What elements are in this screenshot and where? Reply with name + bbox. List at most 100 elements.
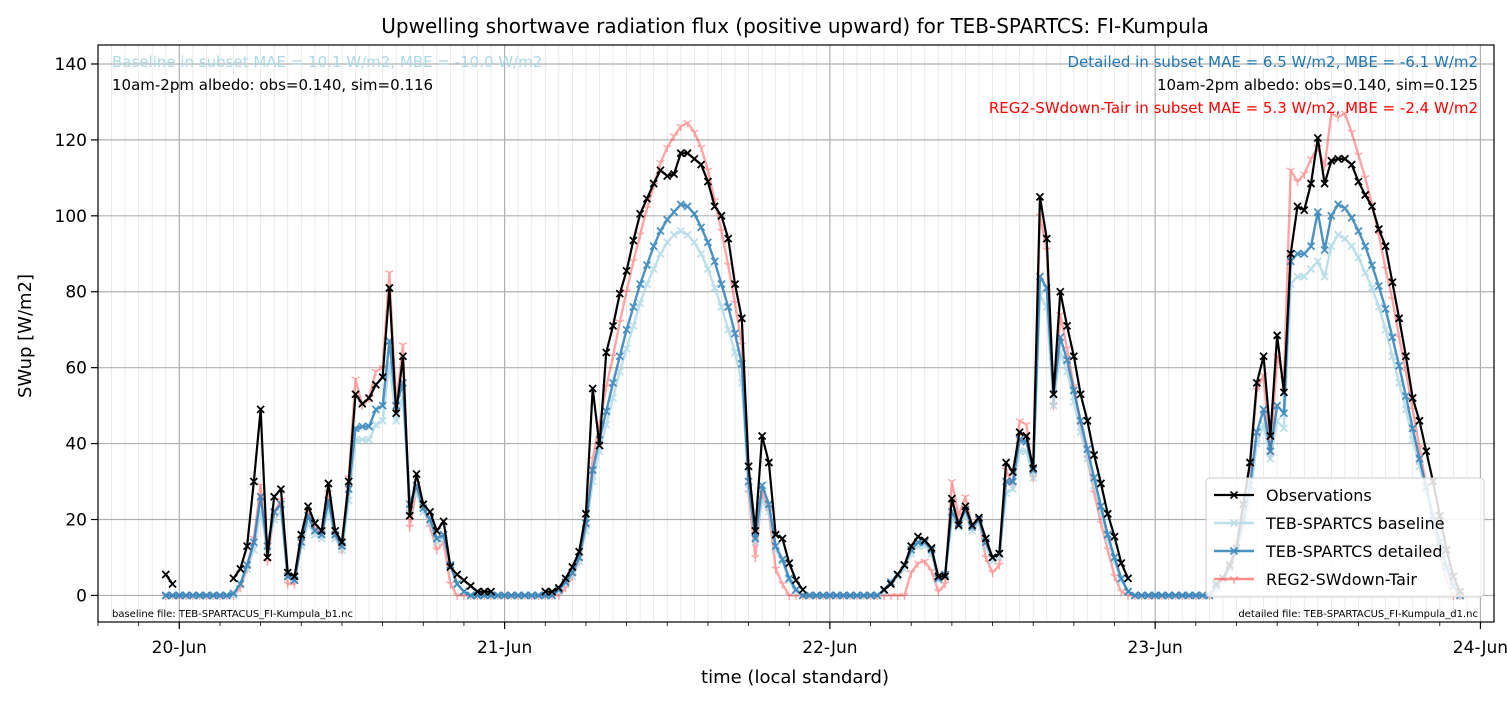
chart-title: Upwelling shortwave radiation flux (posi… [381, 14, 1208, 38]
data-point-obs [168, 579, 177, 589]
data-point-obs [290, 572, 299, 581]
data-point-baseline [1327, 242, 1336, 251]
data-point-detailed [1198, 591, 1207, 600]
data-point-obs [669, 169, 679, 179]
data-point-obs [703, 177, 713, 186]
data-point-obs [419, 500, 428, 509]
y-tick-label: 80 [65, 283, 87, 303]
data-point-obs [1374, 224, 1383, 234]
data-point-detailed [310, 526, 319, 536]
axes: 20-Jun 21-Jun 22-Jun 23-Jun 24-Jun 0 20 40 60 80 1… [55, 44, 1507, 658]
data-point-obs [635, 209, 645, 219]
data-point-reg2 [900, 592, 909, 600]
data-point-obs [378, 373, 387, 382]
annotations: Baseline in subset MAE = 10.1 W/m2, MBE … [112, 53, 1478, 620]
x-tick-label: 20-Jun [152, 638, 207, 658]
data-point-obs [622, 266, 631, 276]
data-point-obs [249, 477, 259, 486]
data-point-detailed [1300, 249, 1309, 258]
y-tick-label: 60 [65, 359, 87, 379]
data-point-obs [405, 511, 414, 520]
data-point-obs [263, 553, 272, 562]
data-point-obs [696, 160, 706, 169]
data-point-detailed [514, 591, 523, 600]
data-point-detailed [1334, 200, 1343, 209]
data-point-detailed [500, 591, 509, 600]
data-point-baseline [1029, 473, 1038, 482]
data-point-obs [1103, 509, 1112, 518]
legend-label-detailed: TEB-SPARTCS detailed [1265, 542, 1443, 561]
data-point-baseline [703, 264, 713, 274]
data-point-baseline [1334, 230, 1343, 239]
data-point-detailed [1008, 477, 1017, 486]
data-point-detailed [778, 555, 787, 564]
data-point-baseline [1049, 401, 1058, 410]
data-point-reg2 [608, 353, 618, 361]
data-point-obs [561, 574, 570, 583]
data-point-obs [1266, 431, 1275, 441]
data-point-obs [1022, 431, 1031, 441]
data-point-reg2 [1110, 573, 1119, 581]
data-point-obs [1361, 190, 1370, 200]
data-point-obs [1015, 428, 1024, 437]
data-point-obs [710, 202, 719, 211]
data-point-detailed [1029, 466, 1038, 475]
data-point-obs [351, 390, 360, 399]
data-point-obs [1083, 416, 1092, 425]
legend-item-reg2 [1214, 576, 1254, 584]
data-point-baseline [1388, 352, 1397, 361]
data-point-obs [310, 519, 319, 528]
data-point-baseline [717, 302, 726, 312]
data-point-reg2 [920, 558, 930, 566]
data-point-baseline [629, 321, 638, 331]
data-point-detailed [751, 534, 760, 543]
data-point-detailed [364, 422, 374, 431]
data-point-reg2 [371, 368, 381, 376]
data-point-baseline [392, 416, 401, 425]
data-point-obs [331, 526, 340, 536]
data-point-detailed [846, 591, 855, 600]
data-point-detailed [622, 325, 631, 334]
data-point-obs [446, 562, 455, 572]
data-point-obs [615, 289, 624, 298]
data-point-obs [913, 532, 923, 541]
data-point-detailed [785, 574, 794, 583]
data-point-detailed [805, 591, 814, 600]
data-point-obs [554, 583, 563, 592]
data-point-baseline [696, 249, 706, 258]
data-point-obs [724, 234, 733, 243]
data-point-detailed [188, 591, 198, 600]
legend-item-baseline [1214, 518, 1254, 528]
data-point-obs [1042, 234, 1051, 243]
data-point-reg2 [1293, 178, 1302, 187]
data-point-detailed [771, 541, 780, 551]
data-point-obs [568, 562, 577, 572]
data-point-detailed [1320, 245, 1329, 255]
data-point-obs [297, 530, 306, 539]
data-point-detailed [730, 329, 740, 338]
data-point-obs [480, 587, 489, 596]
data-point-reg2 [886, 592, 896, 600]
data-point-reg2 [1117, 588, 1126, 597]
data-point-detailed [669, 207, 679, 217]
data-point-obs [791, 576, 801, 585]
data-point-detailed [1266, 447, 1275, 456]
data-point-detailed [161, 591, 170, 600]
data-point-reg2 [683, 119, 692, 128]
data-point-obs [432, 526, 441, 536]
data-point-detailed [432, 534, 441, 543]
data-point-obs [771, 530, 780, 539]
data-point-baseline [1347, 242, 1356, 251]
data-point-obs [1340, 154, 1350, 164]
legend-label-obs: Observations [1266, 486, 1372, 505]
data-point-obs [1056, 287, 1065, 296]
data-point-reg2 [635, 231, 645, 240]
data-point-obs [798, 585, 807, 594]
data-point-obs [1347, 160, 1356, 169]
data-point-reg2 [1286, 167, 1295, 175]
data-point-reg2 [615, 319, 625, 327]
data-point-baseline [791, 587, 801, 596]
data-point-reg2 [398, 342, 408, 350]
data-point-detailed [1340, 204, 1350, 213]
data-point-detailed [1381, 304, 1390, 313]
